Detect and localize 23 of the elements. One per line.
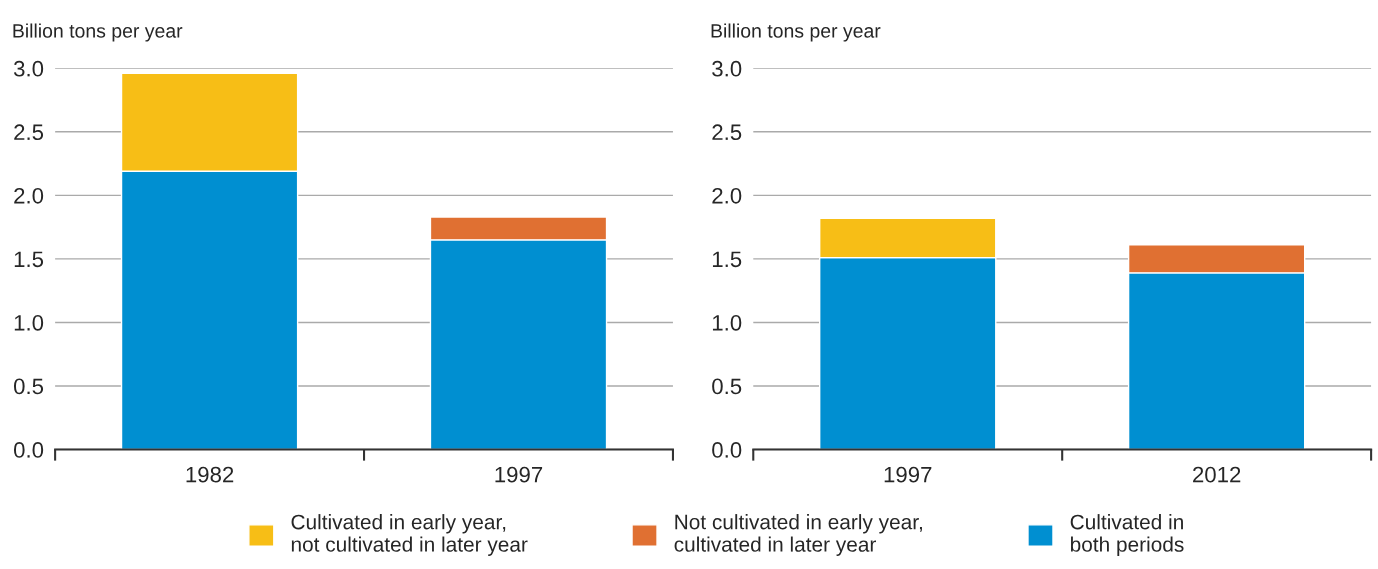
x-tick-label: 1982 [186, 466, 234, 483]
x-tick-label: 1997 [495, 466, 543, 483]
y-tick-label: 0.5 [712, 378, 742, 395]
y-tick-label: 0.0 [13, 442, 44, 458]
y-tick-label: 2.0 [14, 187, 44, 204]
x-tick-label: 1997 [884, 466, 932, 483]
x-tick-label: 2012 [1193, 466, 1241, 483]
y-tick-label: 1.0 [14, 314, 44, 331]
y-tick-label: 0.5 [13, 378, 44, 395]
y-tick-label: 2.0 [712, 187, 742, 204]
y-tick-label: 2.5 [712, 124, 742, 141]
y-axis-title: Billion tons per year [13, 23, 183, 42]
legend-label: Not cultivated in early year, cultivated in later year [674, 514, 922, 556]
y-axis-title: Billion tons per year [711, 23, 881, 42]
legend-label: Cultivated in both periods [1070, 514, 1184, 556]
y-tick-label: 3.0 [13, 60, 44, 77]
y-tick-label: 1.0 [712, 314, 742, 331]
y-tick-label: 0.0 [712, 442, 742, 458]
y-tick-label: 1.5 [712, 251, 742, 268]
y-tick-label: 2.5 [14, 124, 44, 141]
y-tick-label: 1.5 [14, 251, 44, 268]
legend-label: Cultivated in early year, not cultivated in later year [291, 514, 528, 556]
y-tick-label: 3.0 [712, 60, 742, 77]
